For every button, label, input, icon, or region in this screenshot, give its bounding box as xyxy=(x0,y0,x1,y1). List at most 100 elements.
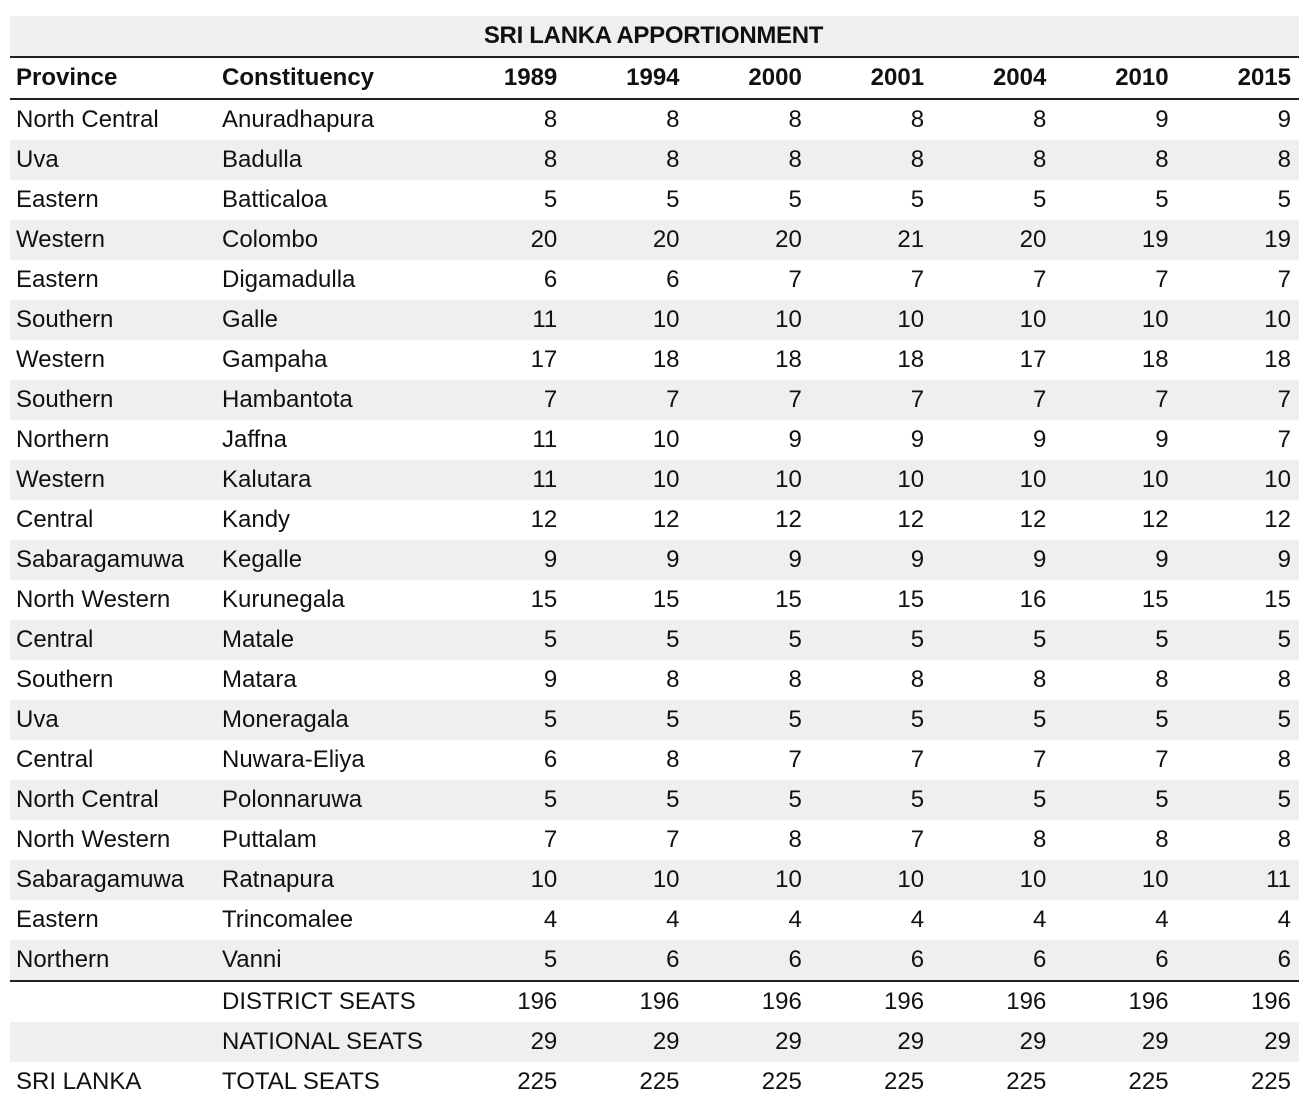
province-cell: Northern xyxy=(10,940,216,981)
seats-cell: 18 xyxy=(687,340,810,380)
total-seats-value: 225 xyxy=(932,1062,1055,1102)
seats-cell: 9 xyxy=(809,540,933,580)
seats-cell: 6 xyxy=(565,260,688,300)
seats-cell: 4 xyxy=(1176,900,1299,940)
seats-cell: 15 xyxy=(1176,580,1299,620)
district-seats-row: DISTRICT SEATS 196 196 196 196 196 196 1… xyxy=(10,980,1299,1022)
seats-cell: 8 xyxy=(1176,140,1299,180)
constituency-cell: Matale xyxy=(216,620,443,660)
header-row: Province Constituency 1989 1994 2000 200… xyxy=(10,57,1299,100)
table-row: Uva Moneragala 5 5 5 5 5 5 5 xyxy=(10,700,1299,740)
total-seats-value: 225 xyxy=(565,1062,688,1102)
seats-cell: 5 xyxy=(809,700,933,740)
seats-cell: 5 xyxy=(1054,620,1177,660)
constituency-cell: Puttalam xyxy=(216,820,443,860)
constituency-cell: Ratnapura xyxy=(216,860,443,900)
constituency-rows: North Central Anuradhapura 8 8 8 8 8 9 9 Uva Badul… xyxy=(10,99,1299,981)
national-seats-value: 29 xyxy=(443,1022,566,1062)
seats-cell: 5 xyxy=(1176,700,1299,740)
province-cell: Western xyxy=(10,460,216,500)
seats-cell: 5 xyxy=(1054,780,1177,820)
header-year-2010: 2010 xyxy=(1054,57,1177,100)
seats-cell: 10 xyxy=(1054,460,1177,500)
table-row: Central Kandy 12 12 12 12 12 12 12 xyxy=(10,500,1299,540)
seats-cell: 8 xyxy=(1176,660,1299,700)
apportionment-table: SRI LANKA APPORTIONMENT Province Constit… xyxy=(10,16,1299,1102)
seats-cell: 10 xyxy=(809,300,933,340)
title-row: SRI LANKA APPORTIONMENT xyxy=(10,16,1299,58)
seats-cell: 18 xyxy=(565,340,688,380)
seats-cell: 7 xyxy=(1176,420,1299,460)
seats-cell: 12 xyxy=(809,500,933,540)
province-cell: Central xyxy=(10,500,216,540)
seats-cell: 18 xyxy=(809,340,933,380)
seats-cell: 6 xyxy=(809,940,933,981)
table-row: Northern Jaffna 11 10 9 9 9 9 7 xyxy=(10,420,1299,460)
province-cell: Eastern xyxy=(10,180,216,220)
constituency-cell: Hambantota xyxy=(216,380,443,420)
province-cell: Central xyxy=(10,620,216,660)
constituency-cell: Anuradhapura xyxy=(216,99,443,140)
table-row: North Central Polonnaruwa 5 5 5 5 5 5 5 xyxy=(10,780,1299,820)
seats-cell: 5 xyxy=(1176,780,1299,820)
seats-cell: 12 xyxy=(687,500,810,540)
constituency-cell: Kalutara xyxy=(216,460,443,500)
table-row: Eastern Trincomalee 4 4 4 4 4 4 4 xyxy=(10,900,1299,940)
district-seats-value: 196 xyxy=(1176,980,1299,1022)
table-row: Southern Galle 11 10 10 10 10 10 10 xyxy=(10,300,1299,340)
seats-cell: 12 xyxy=(932,500,1055,540)
province-cell: Central xyxy=(10,740,216,780)
national-seats-value: 29 xyxy=(1176,1022,1299,1062)
seats-cell: 7 xyxy=(1176,260,1299,300)
seats-cell: 6 xyxy=(443,740,566,780)
table-row: Central Nuwara-Eliya 6 8 7 7 7 7 8 xyxy=(10,740,1299,780)
district-seats-label: DISTRICT SEATS xyxy=(216,980,443,1022)
total-seats-label: TOTAL SEATS xyxy=(216,1062,443,1102)
seats-cell: 4 xyxy=(809,900,933,940)
seats-cell: 10 xyxy=(565,860,688,900)
district-seats-value: 196 xyxy=(1054,980,1177,1022)
seats-cell: 9 xyxy=(1054,420,1177,460)
seats-cell: 10 xyxy=(932,300,1055,340)
seats-cell: 5 xyxy=(932,700,1055,740)
national-seats-value: 29 xyxy=(565,1022,688,1062)
seats-cell: 4 xyxy=(443,900,566,940)
constituency-cell: Trincomalee xyxy=(216,900,443,940)
table-row: Southern Matara 9 8 8 8 8 8 8 xyxy=(10,660,1299,700)
seats-cell: 5 xyxy=(565,700,688,740)
district-province-cell xyxy=(10,980,216,1022)
seats-cell: 5 xyxy=(687,180,810,220)
seats-cell: 5 xyxy=(1054,700,1177,740)
header-year-1989: 1989 xyxy=(443,57,566,100)
total-seats-value: 225 xyxy=(1176,1062,1299,1102)
seats-cell: 8 xyxy=(932,660,1055,700)
seats-cell: 10 xyxy=(1176,460,1299,500)
header-province: Province xyxy=(10,57,216,100)
province-cell: Uva xyxy=(10,700,216,740)
seats-cell: 8 xyxy=(443,140,566,180)
province-cell: Northern xyxy=(10,420,216,460)
district-seats-value: 196 xyxy=(565,980,688,1022)
seats-cell: 5 xyxy=(443,700,566,740)
seats-cell: 6 xyxy=(1176,940,1299,981)
seats-cell: 19 xyxy=(1054,220,1177,260)
province-cell: North Central xyxy=(10,780,216,820)
province-cell: Eastern xyxy=(10,260,216,300)
table-row: Southern Hambantota 7 7 7 7 7 7 7 xyxy=(10,380,1299,420)
constituency-cell: Nuwara-Eliya xyxy=(216,740,443,780)
seats-cell: 8 xyxy=(1054,140,1177,180)
table-row: Eastern Batticaloa 5 5 5 5 5 5 5 xyxy=(10,180,1299,220)
seats-cell: 12 xyxy=(565,500,688,540)
table-row: North Western Kurunegala 15 15 15 15 16 15 15 xyxy=(10,580,1299,620)
header-year-2001: 2001 xyxy=(809,57,933,100)
seats-cell: 11 xyxy=(443,300,566,340)
seats-cell: 4 xyxy=(687,900,810,940)
seats-cell: 8 xyxy=(809,660,933,700)
constituency-cell: Gampaha xyxy=(216,340,443,380)
seats-cell: 8 xyxy=(565,660,688,700)
seats-cell: 7 xyxy=(809,820,933,860)
table-row: Central Matale 5 5 5 5 5 5 5 xyxy=(10,620,1299,660)
seats-cell: 10 xyxy=(932,460,1055,500)
province-cell: Southern xyxy=(10,380,216,420)
seats-cell: 9 xyxy=(1176,540,1299,580)
